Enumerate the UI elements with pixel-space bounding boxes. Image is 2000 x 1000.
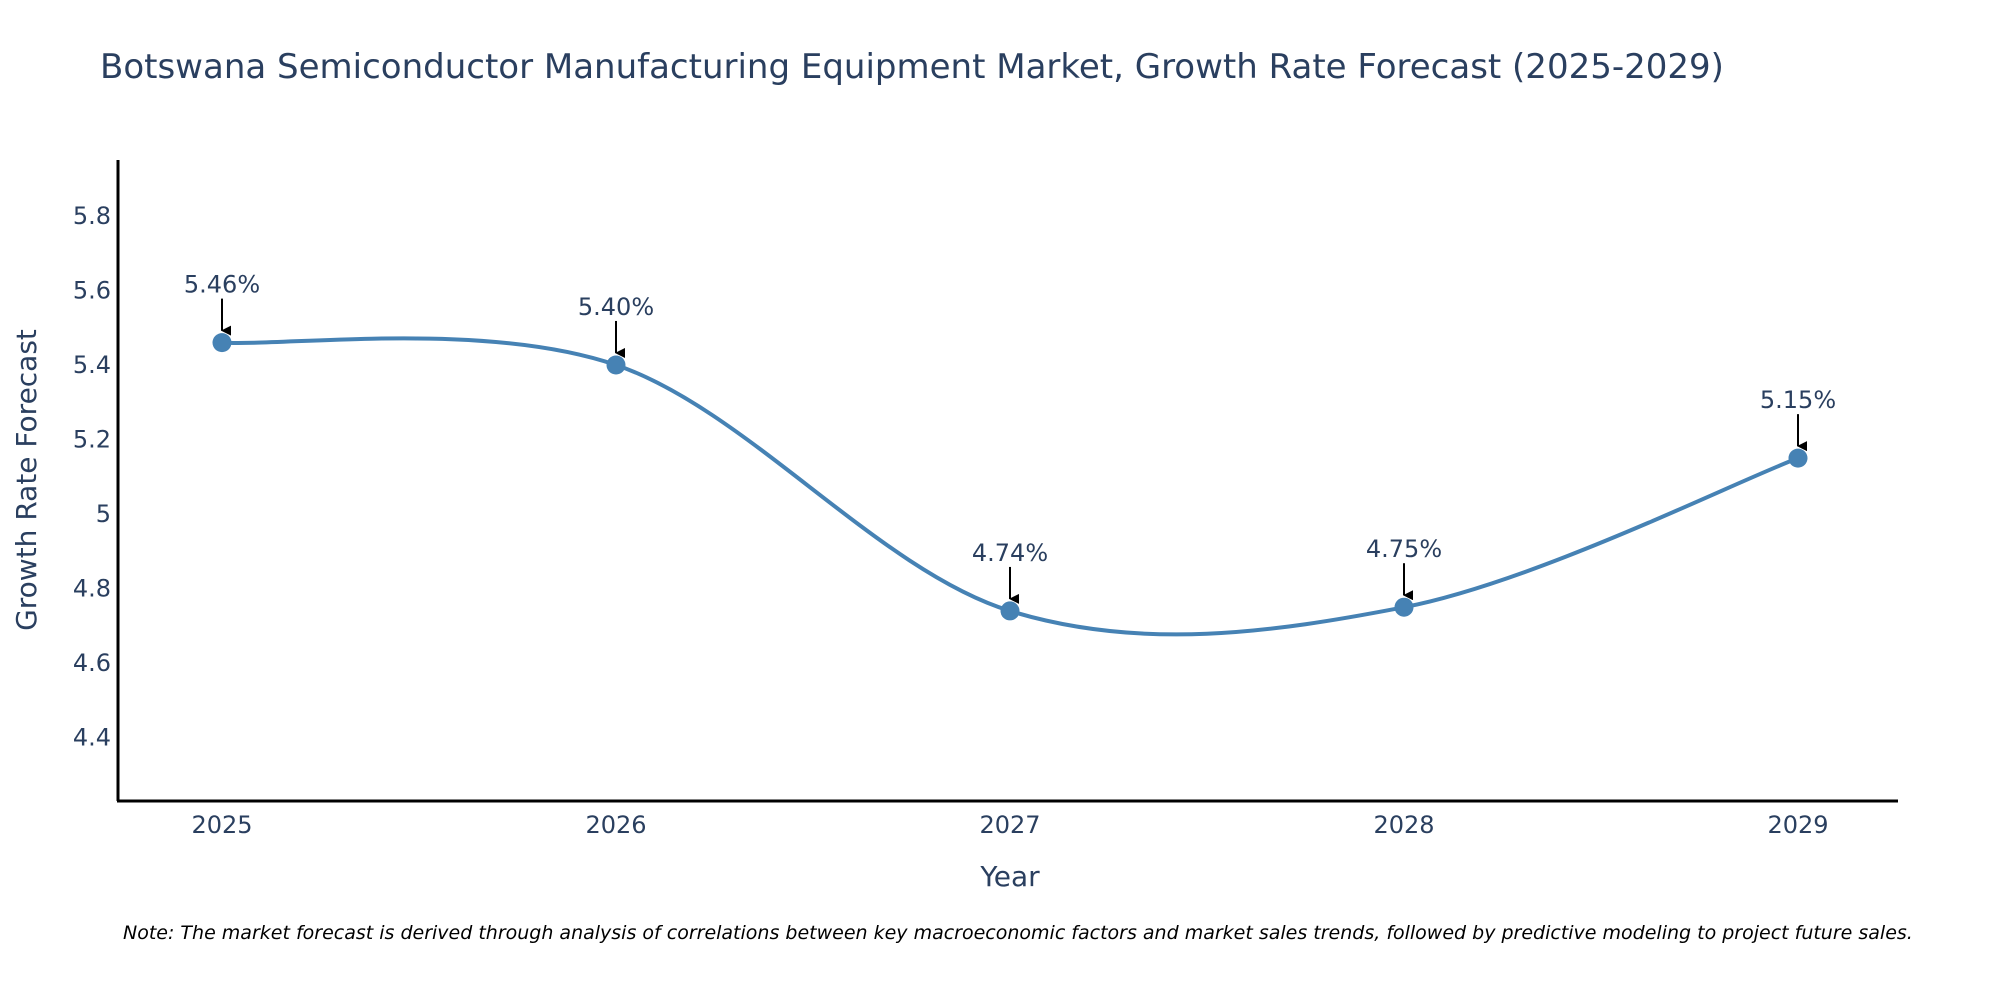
data-point[interactable] bbox=[1394, 597, 1414, 617]
y-tick-label: 4.4 bbox=[73, 724, 111, 752]
y-tick-label: 5 bbox=[96, 500, 111, 528]
data-point[interactable] bbox=[1000, 601, 1020, 621]
x-tick-label: 2028 bbox=[1373, 811, 1434, 839]
data-labels: 5.46% 5.40% 4.74% 4.75% 5.15% bbox=[184, 271, 1836, 604]
chart-title: Botswana Semiconductor Manufacturing Equ… bbox=[100, 47, 1724, 87]
y-axis-title: Growth Rate Forecast bbox=[10, 329, 43, 631]
data-label: 4.75% bbox=[1366, 535, 1442, 563]
data-point[interactable] bbox=[606, 355, 626, 375]
x-axis: 2025 2026 2027 2028 2029 bbox=[117, 799, 1898, 839]
y-tick-label: 5.8 bbox=[73, 202, 111, 230]
data-point[interactable] bbox=[1788, 448, 1808, 468]
data-label: 4.74% bbox=[972, 539, 1048, 567]
y-tick-label: 4.8 bbox=[73, 575, 111, 603]
data-label: 5.15% bbox=[1760, 386, 1836, 414]
footnote: Note: The market forecast is derived thr… bbox=[123, 922, 1913, 944]
data-label: 5.46% bbox=[184, 271, 260, 299]
x-tick-label: 2026 bbox=[585, 811, 646, 839]
x-tick-label: 2029 bbox=[1767, 811, 1828, 839]
x-tick-label: 2025 bbox=[191, 811, 252, 839]
y-tick-label: 5.6 bbox=[73, 276, 111, 304]
y-tick-label: 5.2 bbox=[73, 426, 111, 454]
data-label: 5.40% bbox=[578, 293, 654, 321]
x-axis-title: Year bbox=[979, 860, 1040, 893]
y-axis: 4.4 4.6 4.8 5 5.2 5.4 5.6 5.8 bbox=[73, 160, 120, 801]
data-point[interactable] bbox=[212, 333, 232, 353]
x-tick-label: 2027 bbox=[979, 811, 1040, 839]
y-tick-label: 5.4 bbox=[73, 351, 111, 379]
series-growth-rate bbox=[212, 333, 1808, 637]
y-tick-label: 4.6 bbox=[73, 649, 111, 677]
